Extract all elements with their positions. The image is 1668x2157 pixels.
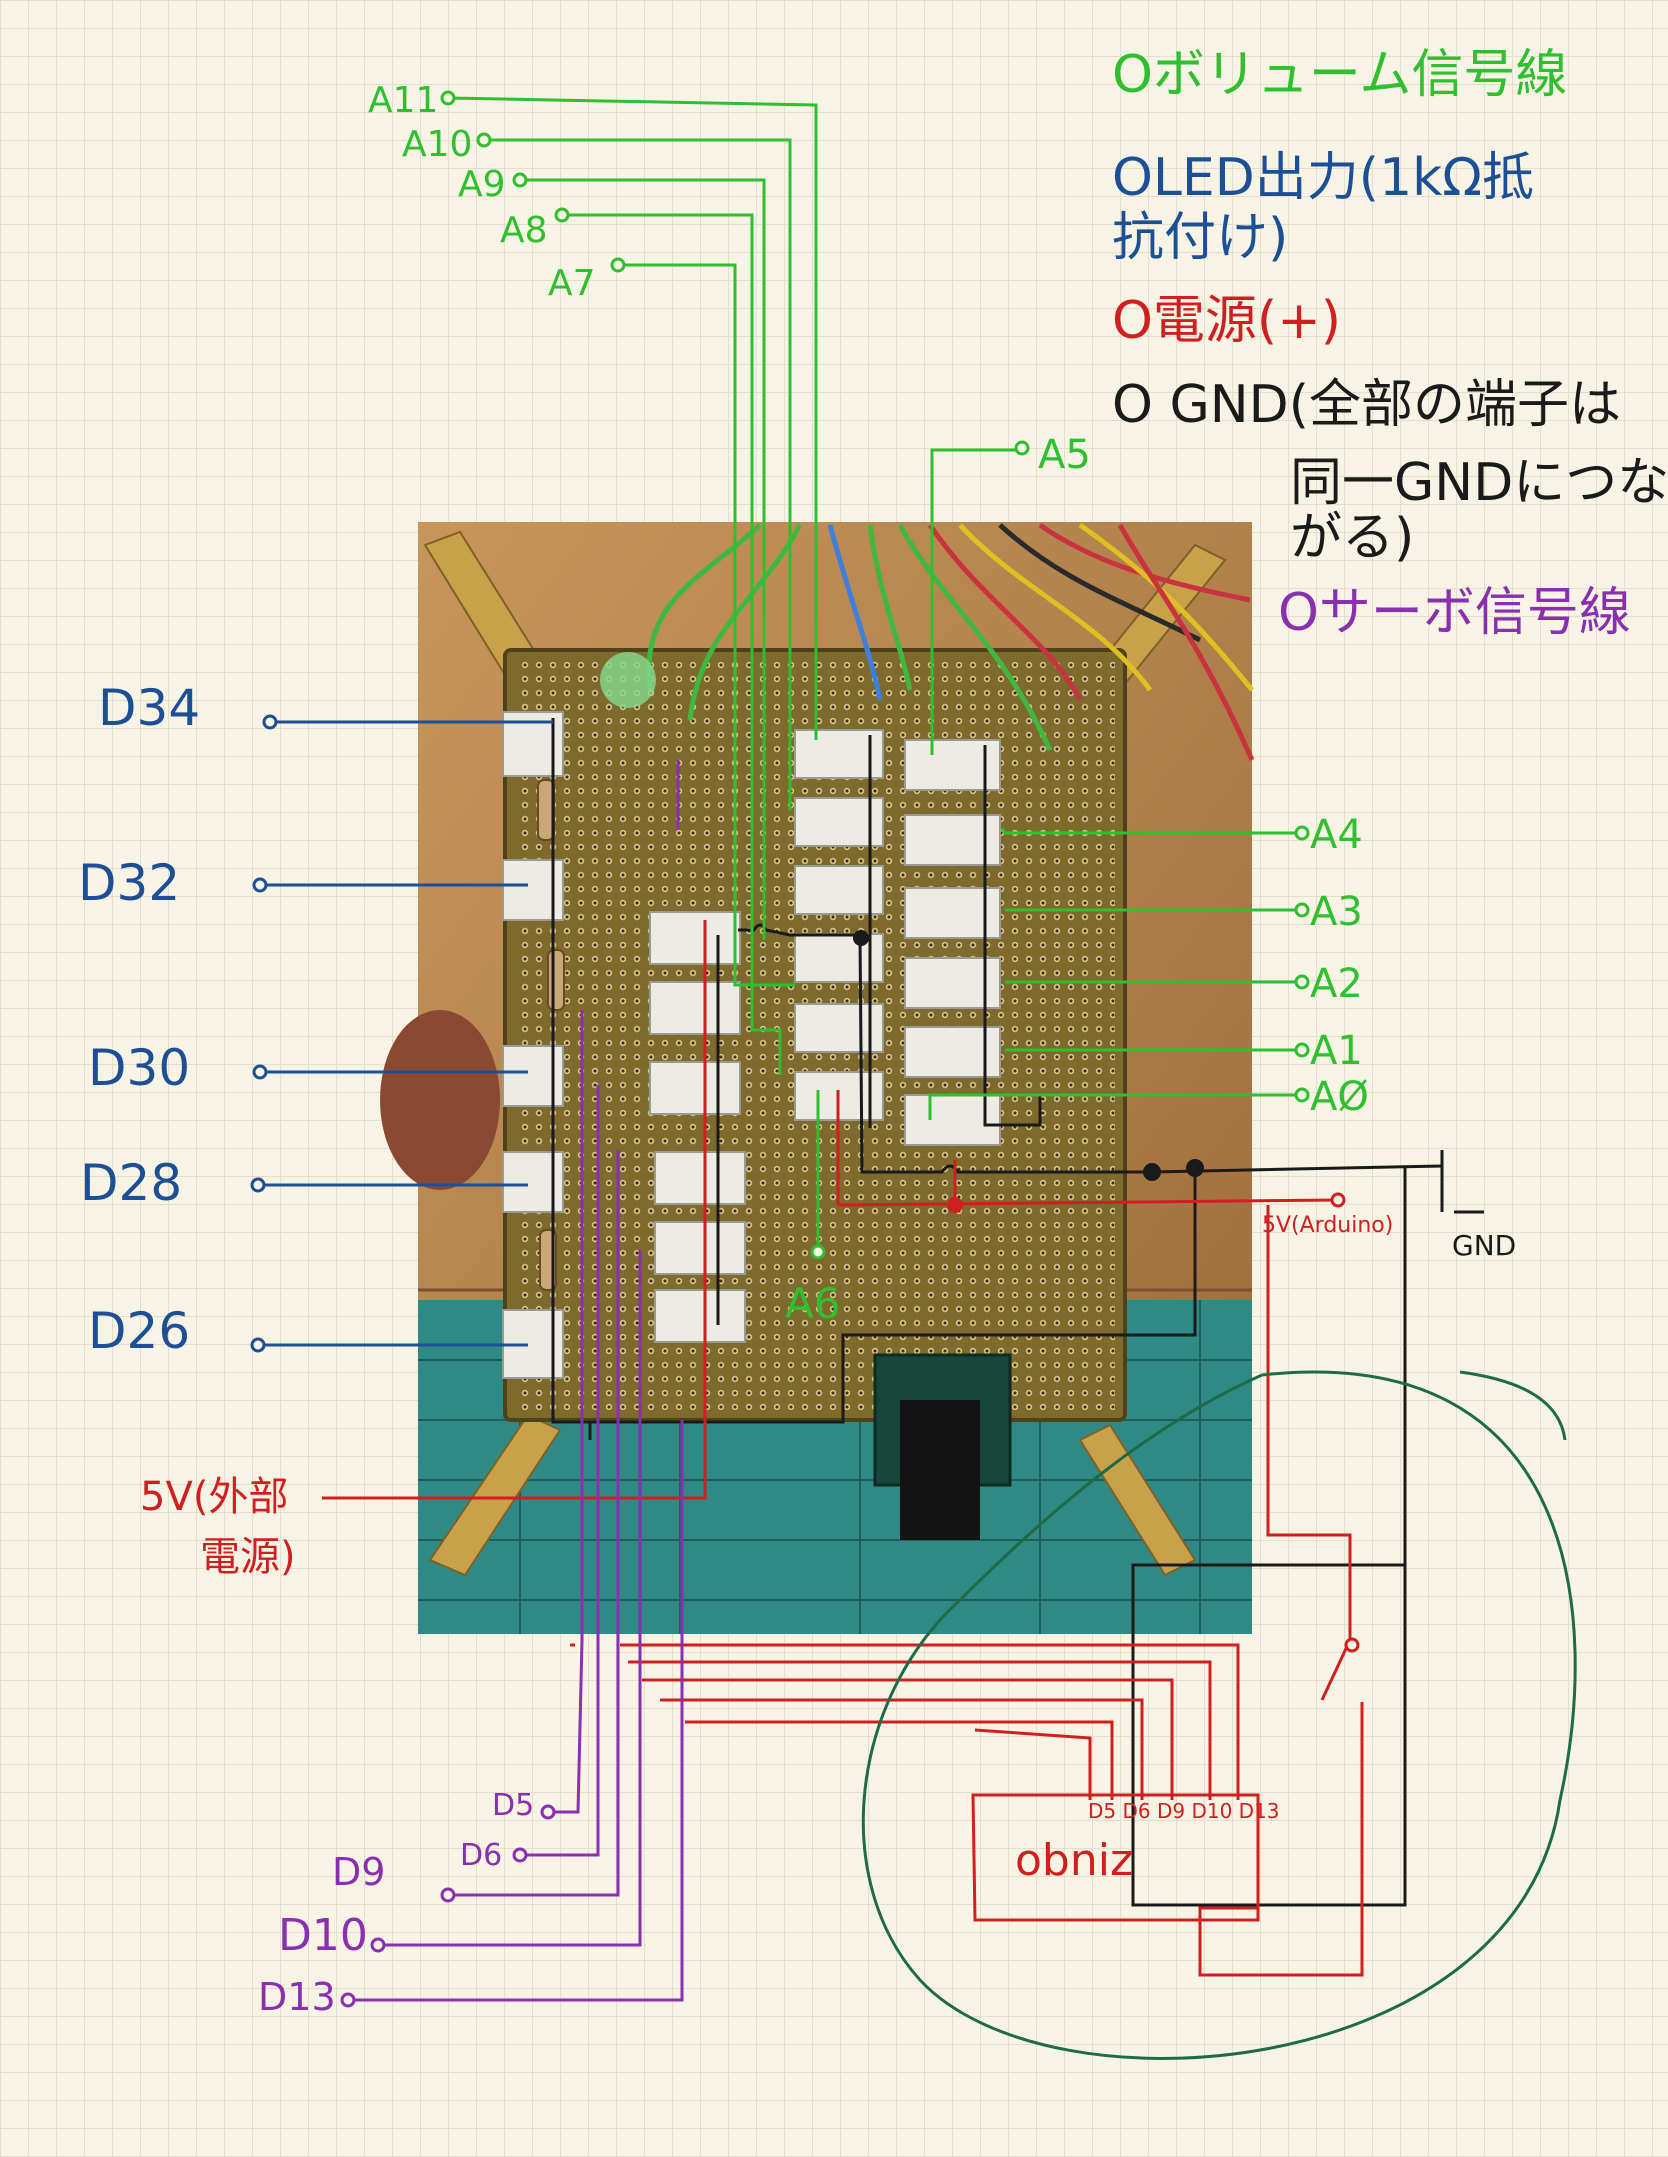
label-d5: D5 <box>492 1788 534 1823</box>
label-obniz-pins: D5 D6 D9 D10 D13 <box>1088 1799 1280 1823</box>
label-d10: D10 <box>278 1910 368 1961</box>
label-a7: A7 <box>548 263 596 304</box>
label-d32: D32 <box>78 854 180 912</box>
label-a6: A6 <box>785 1279 840 1328</box>
legend: Oボリューム信号線 OLED出力(1kΩ抵 抗付け) O電源(+) O GND(… <box>1112 45 1668 643</box>
legend-gnd-line1: O GND(全部の端子は <box>1112 375 1621 435</box>
servo-wires <box>350 760 684 2002</box>
label-gnd: GND <box>1452 1229 1516 1262</box>
gnd-wires <box>551 718 1484 1907</box>
label-a11: A11 <box>368 80 438 121</box>
label-a10: A10 <box>402 124 472 165</box>
label-arduino-5v: 5V(Arduino) <box>1262 1213 1393 1238</box>
legend-oled-line2: 抗付け) <box>1112 208 1288 268</box>
legend-servo: Oサーボ信号線 <box>1278 583 1631 643</box>
legend-gnd-line2: 同一GNDにつな <box>1290 453 1668 513</box>
oled-wires <box>258 720 553 1347</box>
label-d26: D26 <box>88 1302 190 1360</box>
label-d28: D28 <box>80 1154 182 1212</box>
volume-wires <box>447 96 1298 1252</box>
board-photo <box>380 522 1255 1634</box>
label-a8: A8 <box>500 210 548 251</box>
legend-volume: Oボリューム信号線 <box>1112 45 1567 105</box>
label-d30: D30 <box>88 1039 190 1097</box>
legend-oled-line1: OLED出力(1kΩ抵 <box>1112 148 1534 208</box>
label-a0: AØ <box>1310 1074 1369 1120</box>
power-wires <box>322 920 1364 1977</box>
label-a2: A2 <box>1310 961 1363 1007</box>
label-d9: D9 <box>332 1850 385 1894</box>
label-obniz: obniz <box>1015 1835 1133 1886</box>
legend-gnd-line3: がる) <box>1290 508 1414 568</box>
label-a4: A4 <box>1310 812 1363 858</box>
label-a9: A9 <box>458 164 506 205</box>
pin-labels: A11 A10 A9 A8 A7 A5 A4 A3 A2 A1 AØ A6 D3… <box>78 80 1516 2019</box>
label-d6: D6 <box>460 1838 502 1873</box>
legend-power: O電源(+) <box>1112 291 1341 351</box>
label-a5: A5 <box>1038 432 1091 478</box>
label-d34: D34 <box>98 679 200 737</box>
label-ext-power-line2: 電源) <box>200 1534 296 1580</box>
label-a3: A3 <box>1310 889 1363 935</box>
label-a1: A1 <box>1310 1028 1363 1074</box>
label-d13: D13 <box>258 1975 336 2019</box>
label-ext-power-line1: 5V(外部 <box>140 1474 288 1520</box>
loop-wire <box>861 1370 1577 2060</box>
